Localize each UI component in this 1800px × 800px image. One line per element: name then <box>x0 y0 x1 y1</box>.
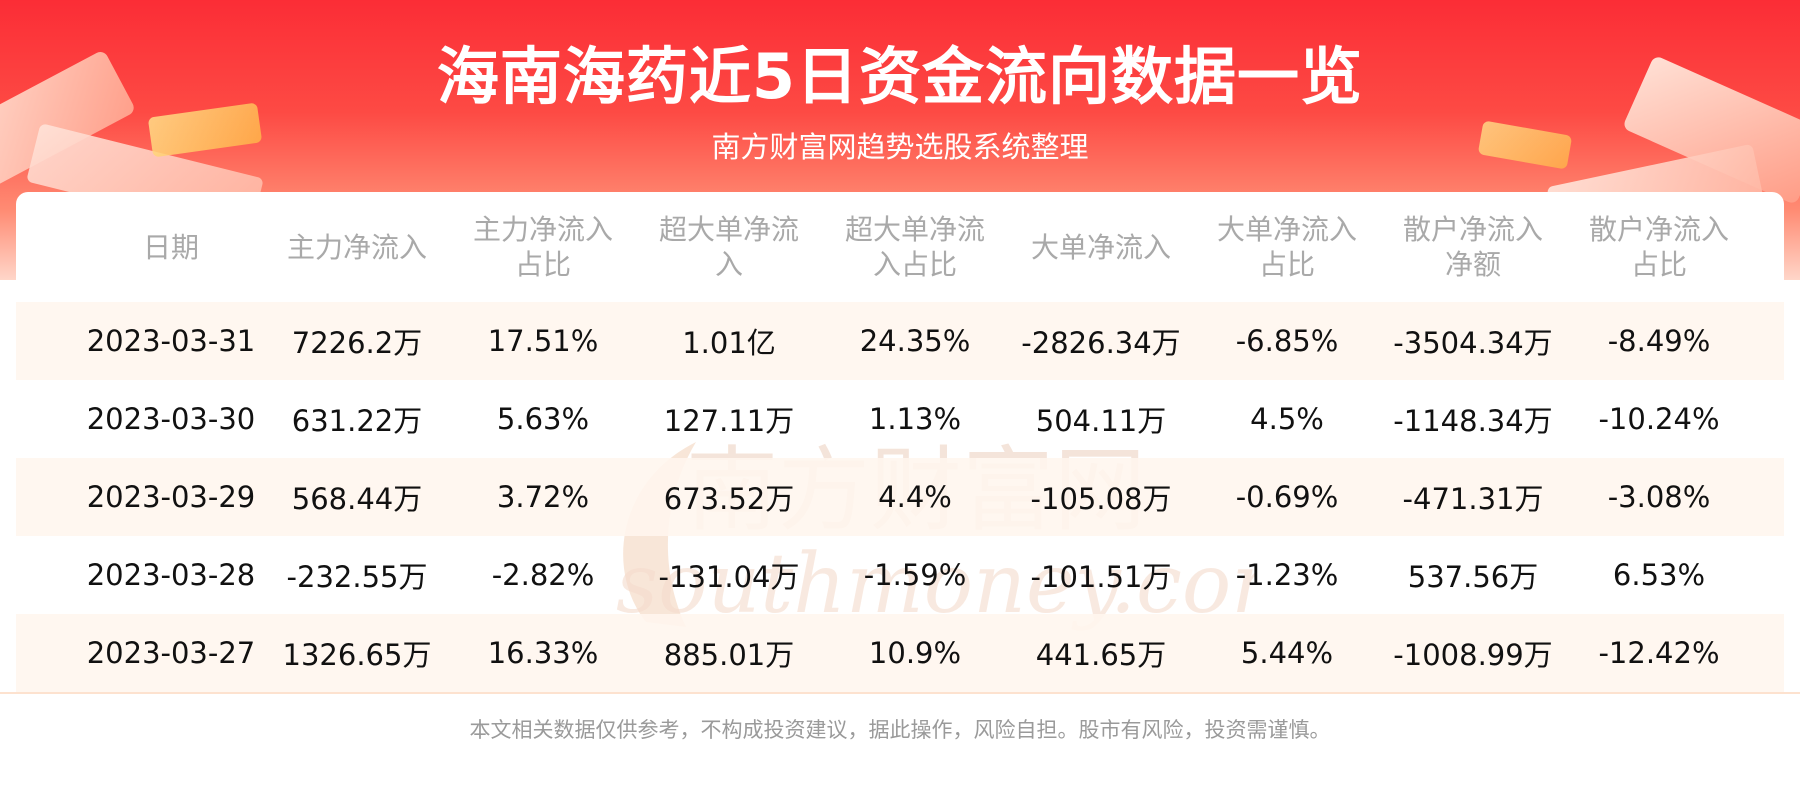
disclaimer-text: 本文相关数据仅供参考，不构成投资建议，据此操作，风险自担。股市有风险，投资需谨慎… <box>469 718 1331 742</box>
cell-date: 2023-03-31 <box>86 324 256 358</box>
cell-retail-ratio: 6.53% <box>1612 558 1706 592</box>
cell-main-ratio: 3.72% <box>496 480 590 514</box>
page-title: 海南海药近5日资金流向数据一览 <box>436 40 1364 113</box>
cell-large-inflow: -105.08万 <box>1030 482 1172 516</box>
cell-xl-ratio: 4.4% <box>878 480 952 514</box>
cell-main-ratio: 5.63% <box>496 402 590 436</box>
cell-retail-net: -1008.99万 <box>1393 638 1553 672</box>
table-row: 2023-03-30 631.22万 5.63% 127.11万 1.13% 5… <box>16 380 1784 458</box>
cell-retail-ratio: -10.24% <box>1598 402 1720 436</box>
cell-retail-net: 537.56万 <box>1407 560 1539 594</box>
cell-retail-net: -1148.34万 <box>1393 404 1553 438</box>
column-header-large-inflow: 大单净流入 <box>1030 230 1171 264</box>
cell-retail-ratio: -8.49% <box>1607 324 1711 358</box>
cell-retail-net: -471.31万 <box>1402 482 1544 516</box>
cell-main-ratio: 16.33% <box>487 636 599 670</box>
cell-xl-inflow: 1.01亿 <box>682 326 776 360</box>
cell-large-ratio: -1.23% <box>1235 558 1339 592</box>
cell-xl-ratio: 10.9% <box>868 636 962 670</box>
column-header-xl-ratio: 超大单净流 入占比 <box>844 213 985 281</box>
cell-main-inflow: 7226.2万 <box>291 326 423 360</box>
cell-large-ratio: -6.85% <box>1235 324 1339 358</box>
cell-main-inflow: 1326.65万 <box>282 638 432 672</box>
cell-xl-inflow: 885.01万 <box>663 638 795 672</box>
page-subtitle: 南方财富网趋势选股系统整理 <box>711 130 1089 164</box>
cell-xl-ratio: -1.59% <box>863 558 967 592</box>
column-header-xl-inflow: 超大单净流入 <box>658 213 799 281</box>
cell-large-inflow: -2826.34万 <box>1021 326 1181 360</box>
column-header-main-ratio: 主力净流入 占比 <box>472 213 613 281</box>
cell-date: 2023-03-29 <box>86 480 256 514</box>
cell-date: 2023-03-30 <box>86 402 256 436</box>
cell-xl-inflow: 673.52万 <box>663 482 795 516</box>
cell-xl-ratio: 1.13% <box>868 402 962 436</box>
column-header-date: 日期 <box>142 230 199 264</box>
cell-retail-ratio: -3.08% <box>1607 480 1711 514</box>
column-header-retail-ratio: 散户净流入 占比 <box>1588 213 1729 281</box>
cell-large-ratio: -0.69% <box>1235 480 1339 514</box>
cell-xl-inflow: -131.04万 <box>658 560 800 594</box>
cell-date: 2023-03-27 <box>86 636 256 670</box>
cell-date: 2023-03-28 <box>86 558 256 592</box>
cell-main-ratio: 17.51% <box>487 324 599 358</box>
cell-main-inflow: 631.22万 <box>291 404 423 438</box>
column-header-large-ratio: 大单净流入 占比 <box>1216 213 1357 281</box>
cell-large-inflow: 504.11万 <box>1035 404 1167 438</box>
cell-main-inflow: 568.44万 <box>291 482 423 516</box>
footer-divider <box>0 692 1800 694</box>
cell-main-inflow: -232.55万 <box>286 560 428 594</box>
cell-large-inflow: 441.65万 <box>1035 638 1167 672</box>
column-header-main-inflow: 主力净流入 <box>286 230 427 264</box>
cell-retail-net: -3504.34万 <box>1393 326 1553 360</box>
cell-retail-ratio: -12.42% <box>1598 636 1720 670</box>
table-row: 2023-03-28 -232.55万 -2.82% -131.04万 -1.5… <box>16 536 1784 614</box>
cell-large-ratio: 4.5% <box>1250 402 1324 436</box>
column-header-retail-net: 散户净流入 净额 <box>1402 213 1543 281</box>
cell-large-inflow: -101.51万 <box>1030 560 1172 594</box>
table-row: 2023-03-29 568.44万 3.72% 673.52万 4.4% -1… <box>16 458 1784 536</box>
table-header-row: 日期 主力净流入 主力净流入 占比 超大单净流入 超大单净流 入占比 大单净流入 大… <box>16 192 1784 302</box>
table-row: 2023-03-27 1326.65万 16.33% 885.01万 10.9%… <box>16 614 1784 692</box>
table-row: 2023-03-31 7226.2万 17.51% 1.01亿 24.35% -… <box>16 302 1784 380</box>
cell-large-ratio: 5.44% <box>1240 636 1334 670</box>
cell-xl-ratio: 24.35% <box>859 324 971 358</box>
cell-xl-inflow: 127.11万 <box>663 404 795 438</box>
cell-main-ratio: -2.82% <box>491 558 595 592</box>
